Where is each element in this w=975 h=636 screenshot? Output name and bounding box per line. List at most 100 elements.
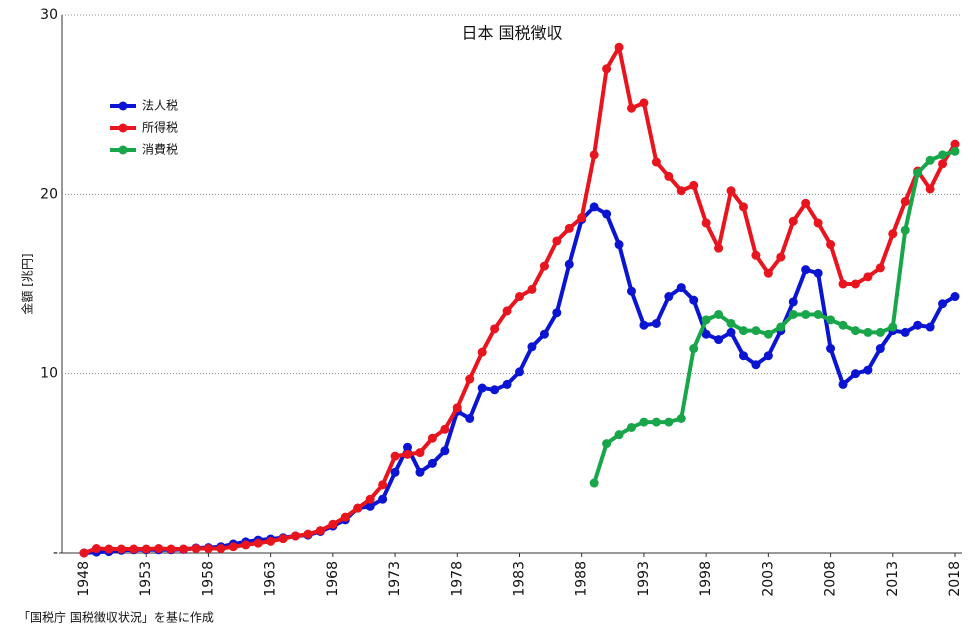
data-point [738, 202, 748, 212]
x-tick-label: 1973 [387, 561, 403, 597]
data-point [813, 309, 823, 319]
data-point [577, 213, 587, 223]
data-point [838, 320, 848, 330]
data-point [166, 544, 176, 554]
data-point [602, 209, 612, 219]
data-point [900, 327, 910, 337]
data-point [403, 449, 413, 459]
legend-marker [118, 123, 128, 133]
data-point [751, 250, 761, 260]
data-point [850, 279, 860, 289]
data-point [826, 315, 836, 325]
data-point [900, 225, 910, 235]
data-point [875, 327, 885, 337]
data-point [938, 150, 948, 160]
data-point [913, 320, 923, 330]
data-point [801, 309, 811, 319]
x-tick-label: 2008 [823, 561, 839, 597]
data-point [676, 414, 686, 423]
data-point [950, 292, 960, 302]
data-point [838, 379, 848, 389]
data-point [738, 326, 748, 336]
data-point [863, 327, 873, 337]
data-point [726, 186, 736, 196]
x-tick-label: 1953 [138, 561, 154, 597]
data-point [639, 98, 649, 108]
data-point [365, 501, 375, 511]
legend-label: 法人税 [142, 99, 178, 113]
y-axis-label: 金額 [兆円] [20, 253, 35, 314]
data-point [527, 284, 537, 294]
data-point [91, 544, 101, 554]
data-point [651, 417, 661, 427]
data-point [689, 344, 699, 354]
data-point [278, 534, 288, 544]
data-point [552, 308, 562, 318]
data-point [465, 414, 475, 423]
data-point [863, 365, 873, 375]
data-point [626, 103, 636, 113]
data-point [639, 320, 649, 330]
data-point [378, 480, 388, 490]
x-tick-label: 2013 [885, 561, 901, 597]
data-point [888, 322, 898, 332]
data-point [390, 451, 400, 461]
x-tick-label: 1978 [449, 561, 465, 597]
data-point [900, 197, 910, 207]
data-point [241, 540, 251, 550]
legend-marker [118, 101, 128, 111]
data-point [403, 442, 413, 452]
data-point [801, 265, 811, 275]
data-point [938, 299, 948, 309]
data-point [701, 329, 711, 339]
data-point [614, 240, 624, 250]
data-point [216, 544, 226, 554]
data-point [589, 478, 599, 488]
data-point [266, 536, 276, 546]
data-point [179, 544, 189, 554]
x-tick-label: 2018 [947, 561, 963, 597]
data-point [502, 306, 512, 316]
data-point [365, 494, 375, 504]
data-point [875, 263, 885, 273]
data-point [129, 544, 139, 554]
data-point [938, 159, 948, 169]
x-tick-label: 1998 [698, 561, 714, 597]
data-point [676, 186, 686, 196]
data-point [751, 360, 761, 370]
data-point [826, 240, 836, 250]
data-point [751, 326, 761, 336]
data-point [141, 544, 151, 554]
data-point [589, 150, 599, 160]
data-point [651, 318, 661, 328]
data-point [353, 503, 363, 513]
data-point [701, 218, 711, 228]
data-point [154, 544, 164, 554]
data-point [79, 548, 89, 558]
y-tick-label: 20 [40, 186, 58, 202]
data-point [726, 318, 736, 328]
data-point [888, 229, 898, 239]
data-point [427, 433, 437, 443]
y-tick-label: 10 [40, 366, 58, 382]
data-point [104, 544, 114, 554]
legend-marker [118, 145, 128, 155]
data-point [850, 369, 860, 379]
data-point [253, 538, 263, 548]
data-point [539, 329, 549, 339]
data-point [838, 279, 848, 289]
data-point [527, 342, 537, 352]
x-tick-label: 1993 [636, 561, 652, 597]
data-point [415, 467, 425, 477]
data-point [875, 344, 885, 354]
data-point [328, 519, 338, 529]
data-point [340, 512, 350, 522]
data-point [427, 458, 437, 468]
data-point [826, 344, 836, 354]
x-tick-label: 1963 [263, 561, 279, 597]
data-point [913, 168, 923, 178]
data-point [502, 379, 512, 389]
data-point [763, 351, 773, 361]
data-point [664, 292, 674, 302]
